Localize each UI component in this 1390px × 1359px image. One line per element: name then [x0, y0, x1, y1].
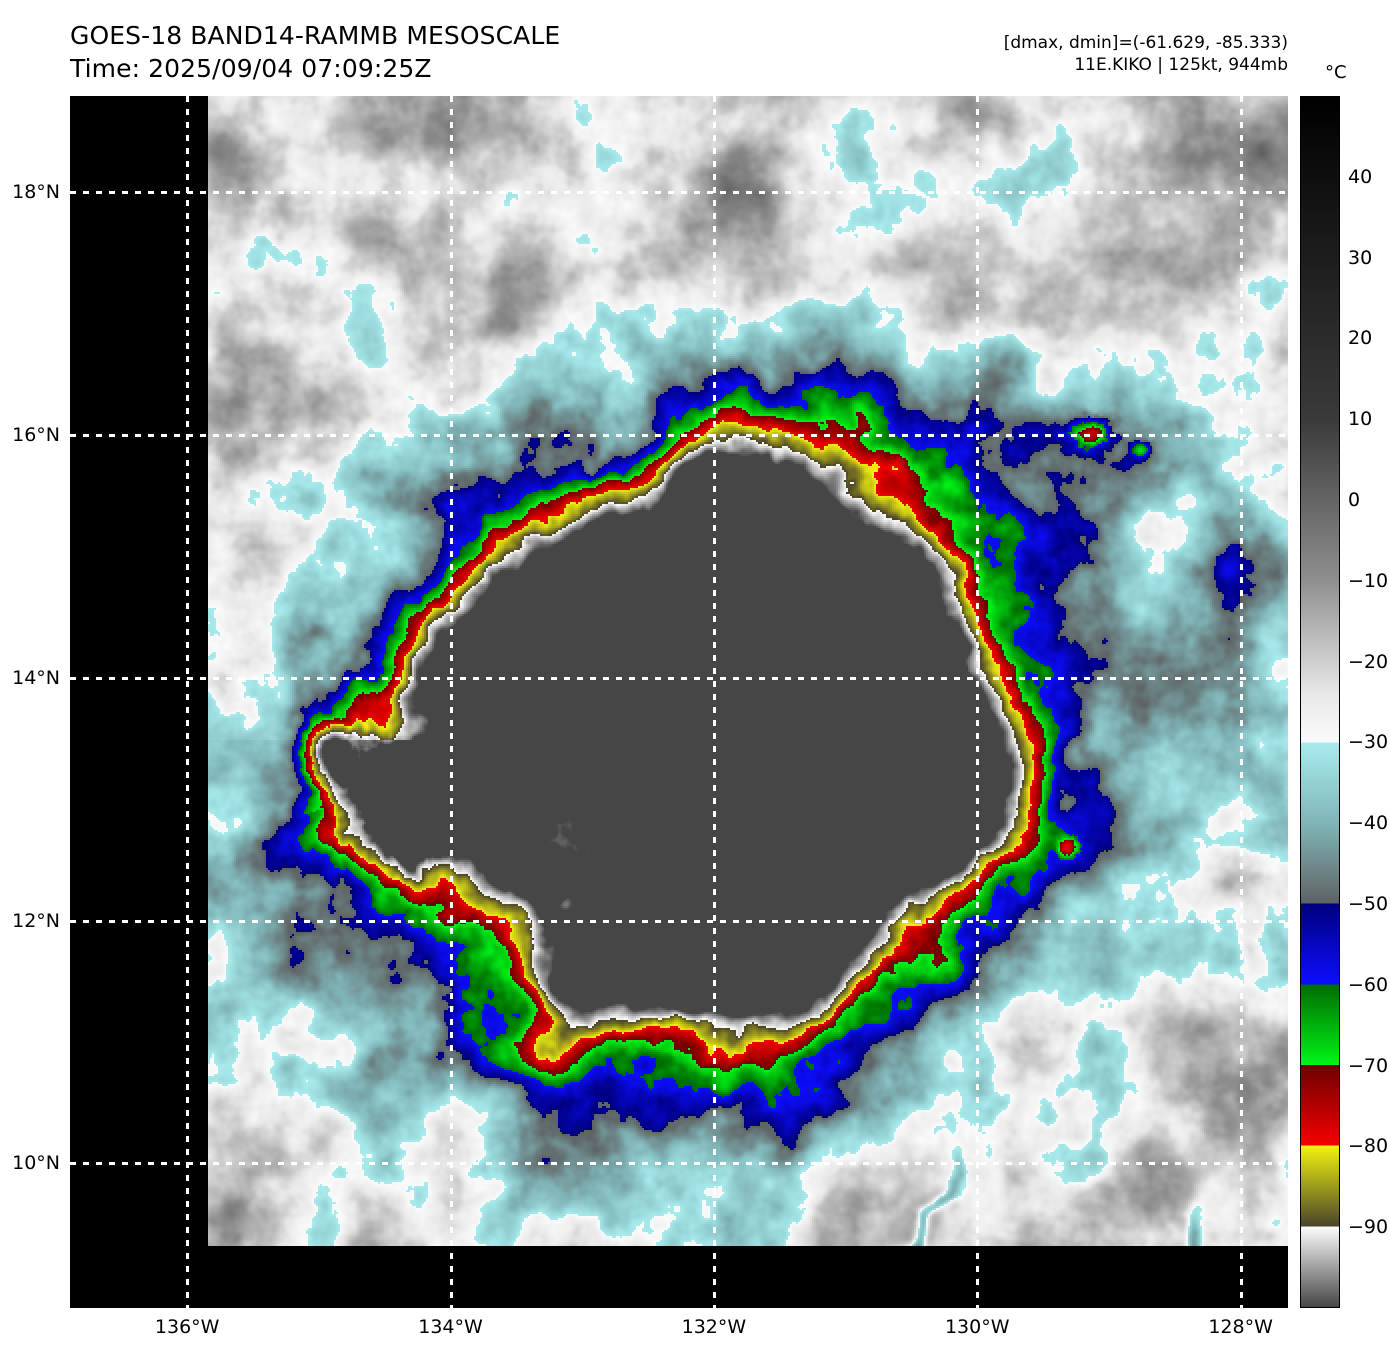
satellite-image [208, 96, 1288, 1246]
colorbar-tick-neg60: −60 [1348, 973, 1389, 996]
lat-tick-label-12: 12°N [12, 909, 60, 932]
header-title-block: GOES-18 BAND14-RAMMB MESOSCALE Time: 202… [70, 20, 560, 85]
colorbar-tick-neg90: −90 [1348, 1216, 1389, 1239]
satellite-raster [208, 96, 1288, 1246]
colorbar-tick-neg20: −20 [1348, 650, 1389, 673]
colorbar-tick-0: 0 [1348, 489, 1361, 511]
gridline-lon-136 [186, 96, 190, 1308]
colorbar-tick-neg10: −10 [1348, 569, 1389, 592]
colorbar-tick-20: 20 [1348, 327, 1373, 350]
lon-tick-label-136: 136°W [154, 1316, 220, 1338]
colorbar-tick-neg70: −70 [1348, 1054, 1389, 1077]
lon-tick-label-128: 128°W [1208, 1316, 1273, 1338]
colorbar-tick-neg50: −50 [1348, 893, 1389, 915]
colorbar-tick-10: 10 [1348, 408, 1373, 431]
storm-intensity-label: 11E.KIKO | 125kt, 944mb [1074, 55, 1288, 76]
lat-tick-label-18: 18°N [12, 180, 60, 203]
colorbar-gradient [1301, 97, 1339, 1307]
colorbar-unit-label: °C [1325, 62, 1347, 83]
lat-tick-label-16: 16°N [12, 423, 60, 446]
colorbar[interactable] [1300, 96, 1340, 1308]
colorbar-tick-neg80: −80 [1348, 1135, 1389, 1158]
lat-tick-label-14: 14°N [12, 666, 60, 689]
dmax-dmin-label: [dmax, dmin]=(-61.629, -85.333) [1003, 33, 1288, 53]
colorbar-tick-neg30: −30 [1348, 731, 1389, 754]
colorbar-tick-40: 40 [1348, 165, 1373, 188]
lon-tick-label-130: 130°W [944, 1316, 1010, 1338]
colorbar-tick-30: 30 [1348, 246, 1373, 269]
lon-tick-label-134: 134°W [418, 1316, 483, 1338]
lon-tick-label-132: 132°W [681, 1316, 747, 1338]
header-annotation-block: [dmax, dmin]=(-61.629, -85.333) 11E.KIKO… [1004, 32, 1288, 77]
timestamp-label: Time: 2025/09/04 07:09:25Z [70, 53, 432, 83]
satellite-title: GOES-18 BAND14-RAMMB MESOSCALE [70, 21, 561, 50]
colorbar-tick-neg40: −40 [1348, 812, 1389, 835]
lat-tick-label-10: 10°N [12, 1152, 60, 1175]
satellite-map-panel[interactable]: Copyright © 2020-2025 Dapiya [70, 96, 1288, 1308]
